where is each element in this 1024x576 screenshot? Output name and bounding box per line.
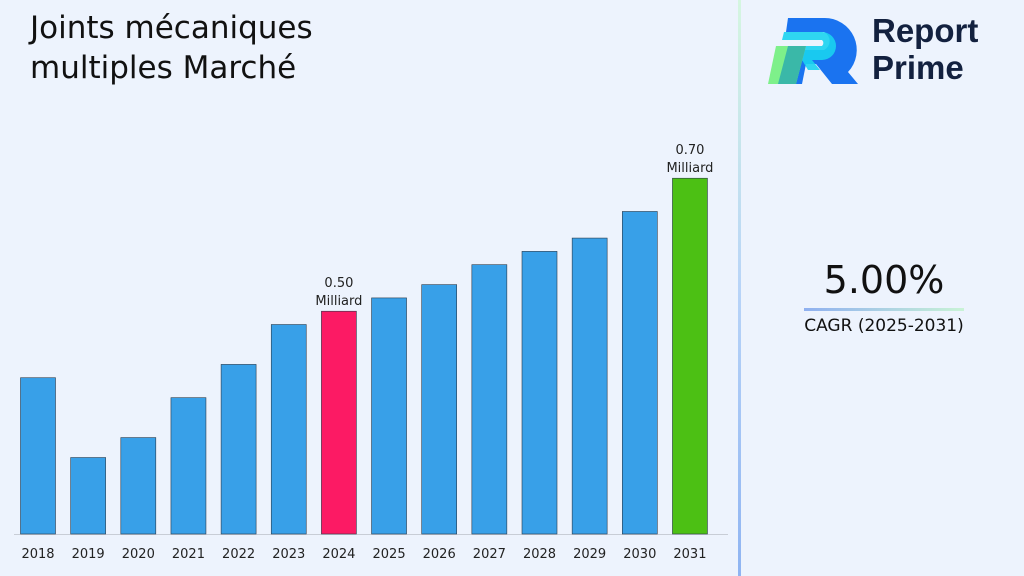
data-label-unit-2031: Milliard: [666, 161, 713, 176]
x-tick-label-2022: 2022: [222, 547, 255, 562]
x-tick-label-2027: 2027: [473, 547, 506, 562]
bar-2030: [621, 211, 658, 535]
bar-2024: [321, 310, 357, 535]
x-tick-label-2031: 2031: [673, 547, 706, 562]
data-label-value-2024: 0.50: [324, 276, 353, 291]
bar-2026: [421, 284, 458, 535]
bar-chart: 2018 2019 2020 2021 2022 2023 2024 0.50 Milliard…: [14, 143, 728, 562]
title-line-2: multiples Marché: [30, 50, 297, 86]
logo-text: Report Prime: [872, 12, 978, 86]
x-tick-label-2023: 2023: [272, 547, 305, 562]
bar-2018: [20, 377, 56, 535]
x-tick-label-2021: 2021: [172, 547, 205, 562]
bar-2021: [170, 397, 207, 535]
bar-2020: [120, 437, 157, 535]
bar-2028: [521, 251, 558, 535]
x-tick-label-2019: 2019: [72, 547, 105, 562]
x-tick-label-2028: 2028: [523, 547, 556, 562]
cagr-value: 5.00%: [823, 258, 945, 302]
x-tick-label-2030: 2030: [623, 547, 656, 562]
bar-2031: [672, 177, 708, 535]
x-tick-label-2020: 2020: [122, 547, 155, 562]
bar-2019: [70, 457, 106, 535]
divider: [738, 0, 741, 576]
chart-title: Joints mécaniques multiples Marché: [30, 8, 313, 88]
title-line-1: Joints mécaniques: [30, 10, 313, 46]
data-label-unit-2024: Milliard: [315, 294, 362, 309]
x-tick-label-2029: 2029: [573, 547, 606, 562]
x-tick-label-2018: 2018: [21, 547, 54, 562]
logo-line-1: Report: [872, 12, 979, 49]
x-tick-label-2026: 2026: [423, 547, 456, 562]
bar-2022: [220, 364, 257, 535]
bar-2029: [571, 237, 608, 535]
cagr-label: CAGR (2025-2031): [804, 316, 964, 336]
cagr-underline: [804, 308, 964, 311]
report-prime-logo-icon: [768, 17, 858, 84]
x-tick-label-2025: 2025: [373, 547, 406, 562]
bar-2025: [371, 297, 407, 535]
data-label-value-2031: 0.70: [675, 143, 704, 158]
bar-2027: [471, 264, 508, 535]
bar-2023: [270, 324, 307, 535]
x-tick-label-2024: 2024: [322, 547, 355, 562]
logo-line-2: Prime: [872, 49, 964, 86]
